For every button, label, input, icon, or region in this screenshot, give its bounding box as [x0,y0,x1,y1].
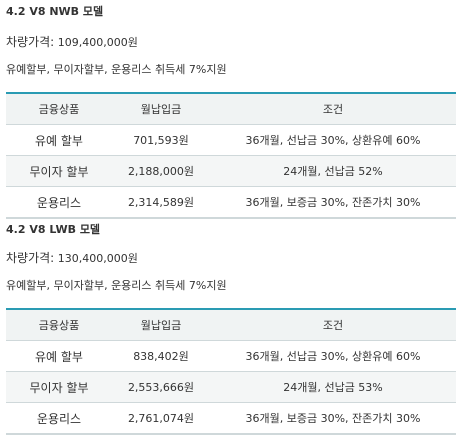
product-cell: 운용리스 [6,186,112,219]
table-row: 무이자 할부 2,188,000원 24개월, 선납금 52% [6,155,456,187]
finance-table: 금융상품 월납입금 조건 유예 할부 838,402원 36개월, 선납금 30… [6,308,456,435]
table-row: 유예 할부 838,402원 36개월, 선납금 30%, 상환유예 60% [6,340,456,372]
header-monthly: 월납입금 [112,92,210,125]
price-label: 차량가격: [6,251,55,265]
terms-cell: 24개월, 선납금 53% [210,371,456,403]
product-cell: 유예 할부 [6,340,112,372]
table-header-row: 금융상품 월납입금 조건 [6,92,456,125]
header-terms: 조건 [210,308,456,341]
promo-text: 유예할부, 무이자할부, 운용리스 취득세 7%지원 [6,279,227,292]
product-cell: 무이자 할부 [6,155,112,187]
promo-text: 유예할부, 무이자할부, 운용리스 취득세 7%지원 [6,63,227,76]
model-title: 4.2 V8 NWB 모델 [6,5,104,18]
vehicle-price: 차량가격: 130,400,000원 [6,250,456,266]
model-section-nwb: 4.2 V8 NWB 모델 차량가격: 109,400,000원 유예할부, 무… [6,4,456,219]
model-title: 4.2 V8 LWB 모델 [6,223,101,236]
terms-cell: 36개월, 보증금 30%, 잔존가치 30% [210,402,456,435]
terms-cell: 36개월, 선납금 30%, 상환유예 60% [210,124,456,156]
header-monthly: 월납입금 [112,308,210,341]
product-cell: 운용리스 [6,402,112,435]
price-value: 130,400,000원 [57,252,138,265]
monthly-cell: 838,402원 [112,340,210,372]
model-section-lwb: 4.2 V8 LWB 모델 차량가격: 130,400,000원 유예할부, 무… [6,222,456,435]
finance-table: 금융상품 월납입금 조건 유예 할부 701,593원 36개월, 선납금 30… [6,92,456,219]
terms-cell: 36개월, 보증금 30%, 잔존가치 30% [210,186,456,219]
monthly-cell: 2,314,589원 [112,186,210,219]
price-value: 109,400,000원 [57,36,138,49]
product-cell: 유예 할부 [6,124,112,156]
header-product: 금융상품 [6,308,112,341]
vehicle-price: 차량가격: 109,400,000원 [6,34,456,50]
product-cell: 무이자 할부 [6,371,112,403]
monthly-cell: 2,188,000원 [112,155,210,187]
table-row: 운용리스 2,314,589원 36개월, 보증금 30%, 잔존가치 30% [6,186,456,219]
table-row: 무이자 할부 2,553,666원 24개월, 선납금 53% [6,371,456,403]
monthly-cell: 701,593원 [112,124,210,156]
table-row: 운용리스 2,761,074원 36개월, 보증금 30%, 잔존가치 30% [6,402,456,435]
terms-cell: 24개월, 선납금 52% [210,155,456,187]
terms-cell: 36개월, 선납금 30%, 상환유예 60% [210,340,456,372]
monthly-cell: 2,553,666원 [112,371,210,403]
header-product: 금융상품 [6,92,112,125]
monthly-cell: 2,761,074원 [112,402,210,435]
table-header-row: 금융상품 월납입금 조건 [6,308,456,341]
header-terms: 조건 [210,92,456,125]
price-label: 차량가격: [6,35,55,49]
table-row: 유예 할부 701,593원 36개월, 선납금 30%, 상환유예 60% [6,124,456,156]
